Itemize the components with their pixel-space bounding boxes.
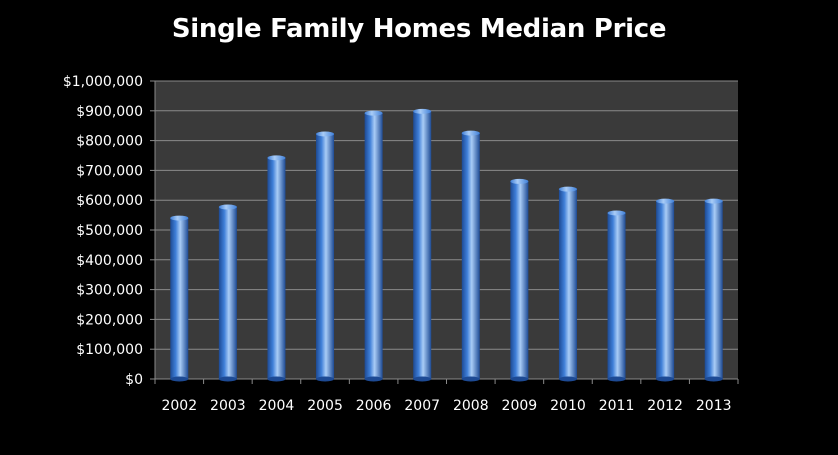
bar-2002 xyxy=(170,215,189,382)
x-tick-label: 2006 xyxy=(356,398,392,414)
bar-2005 xyxy=(316,131,335,382)
x-tick-label: 2002 xyxy=(161,398,197,414)
x-tick-label: 2004 xyxy=(259,398,295,414)
bar-2006 xyxy=(364,110,383,382)
y-tick-label: $200,000 xyxy=(76,312,143,328)
y-tick-label: $800,000 xyxy=(76,134,143,150)
x-tick-label: 2013 xyxy=(696,398,732,414)
y-tick-labels: $0 $100,000 $200,000 $300,000 $400,000 $500,0… xyxy=(63,74,143,388)
bar-2013 xyxy=(704,198,723,382)
y-tick-label: $900,000 xyxy=(76,104,143,120)
x-tick-label: 2005 xyxy=(307,398,343,414)
gridlines xyxy=(150,80,738,380)
chart-title: Single Family Homes Median Price xyxy=(171,14,667,44)
y-tick-label: $400,000 xyxy=(76,253,143,269)
y-tick-label: $1,000,000 xyxy=(63,74,143,90)
bar-2008 xyxy=(461,130,480,382)
y-tick-label: $700,000 xyxy=(76,163,143,179)
x-tick-label: 2010 xyxy=(550,398,586,414)
x-tick-label: 2011 xyxy=(599,398,635,414)
bars xyxy=(170,108,723,382)
bar-2012 xyxy=(656,198,675,382)
x-tick-labels: 2002 2003 2004 2005 2006 2007 2008 2009 2010 2011… xyxy=(161,398,731,414)
y-tick-label: $0 xyxy=(125,372,143,388)
bar-2007 xyxy=(413,108,432,382)
x-tick-label: 2003 xyxy=(210,398,246,414)
x-tick-label: 2009 xyxy=(502,398,538,414)
bar-2003 xyxy=(218,204,237,382)
x-tick-label: 2007 xyxy=(404,398,440,414)
bar-2004 xyxy=(267,155,286,382)
y-tick-label: $600,000 xyxy=(76,193,143,209)
y-tick-label: $300,000 xyxy=(76,283,143,299)
bar-2009 xyxy=(510,178,529,382)
y-tick-label: $100,000 xyxy=(76,342,143,358)
x-tick-label: 2008 xyxy=(453,398,489,414)
y-tick-label: $500,000 xyxy=(76,223,143,239)
axes xyxy=(154,81,739,384)
x-tick-label: 2012 xyxy=(647,398,683,414)
bar-2011 xyxy=(607,210,626,382)
bar-2010 xyxy=(558,186,577,382)
